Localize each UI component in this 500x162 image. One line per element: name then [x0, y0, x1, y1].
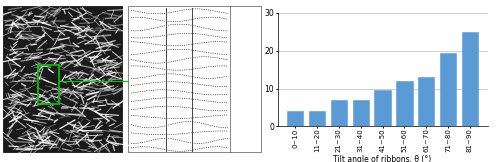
- Bar: [462, 32, 478, 126]
- Bar: [128, 6, 231, 152]
- Bar: [2, 6, 122, 152]
- Bar: [374, 90, 390, 126]
- Bar: [440, 53, 456, 126]
- Bar: [38, 65, 60, 104]
- Bar: [330, 100, 347, 126]
- Bar: [396, 81, 412, 126]
- X-axis label: Tilt angle of ribbons, θ (°): Tilt angle of ribbons, θ (°): [334, 155, 432, 162]
- Bar: [418, 77, 434, 126]
- Bar: [352, 100, 369, 126]
- Bar: [309, 111, 325, 126]
- Bar: [287, 111, 304, 126]
- Bar: [230, 6, 262, 152]
- Y-axis label: Percentage (%): Percentage (%): [252, 40, 262, 99]
